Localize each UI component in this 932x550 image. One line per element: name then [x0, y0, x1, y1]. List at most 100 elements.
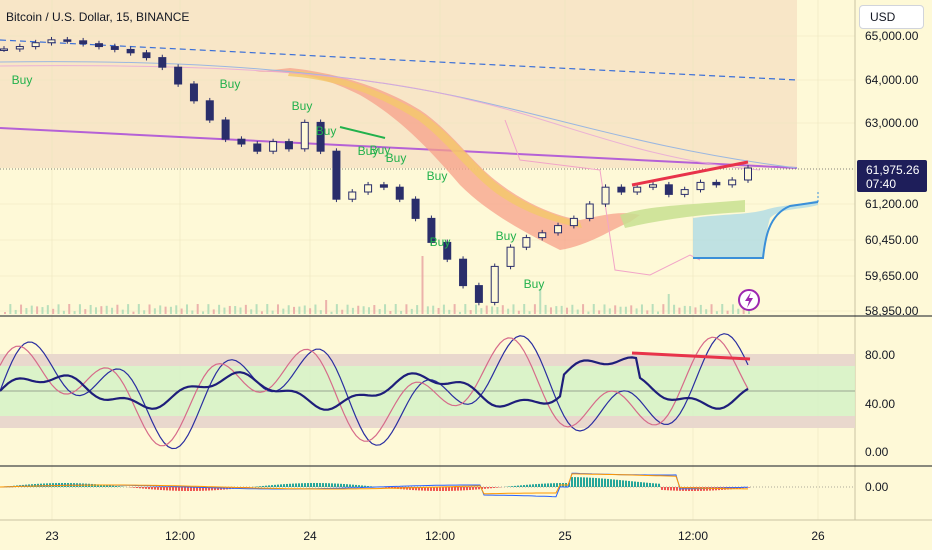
- macd-hist-bar: [589, 477, 591, 487]
- macd-hist-bar: [100, 484, 102, 487]
- macd-hist-bar: [361, 485, 363, 487]
- volume-bar: [501, 305, 504, 314]
- currency-selector-button[interactable]: USD: [859, 5, 924, 29]
- macd-hist-bar: [466, 487, 468, 491]
- macd-hist-bar: [472, 487, 474, 490]
- macd-hist-bar: [586, 477, 588, 487]
- time-tick-label: 24: [303, 529, 317, 543]
- volume-bar: [705, 309, 708, 314]
- macd-hist-bar: [196, 487, 198, 491]
- volume-bar: [491, 306, 494, 314]
- candle-body: [538, 232, 547, 239]
- macd-tick-label: 0.00: [865, 480, 889, 494]
- macd-hist-bar: [388, 487, 390, 489]
- macd-hist-bar: [553, 483, 555, 487]
- candle-body: [728, 179, 737, 186]
- stochastic-pane: 80.00 40.00 0.00: [0, 333, 895, 459]
- volume-bar: [555, 306, 558, 314]
- candle-body: [664, 184, 673, 195]
- macd-hist-bar: [592, 477, 594, 487]
- lightning-icon-glyph: [745, 292, 753, 308]
- candle-body: [506, 246, 515, 267]
- volume-bar: [346, 304, 349, 314]
- macd-hist-bar: [268, 485, 270, 487]
- stoch-tick-label: 0.00: [865, 445, 889, 459]
- volume-bar: [587, 311, 590, 314]
- volume-bar: [453, 304, 456, 314]
- macd-hist-bar: [325, 483, 327, 487]
- macd-hist-bar: [484, 487, 486, 489]
- macd-hist-bar: [481, 487, 483, 490]
- volume-bar: [640, 304, 643, 314]
- volume-bar: [416, 305, 419, 314]
- volume-bar: [544, 304, 547, 314]
- volume-bar: [159, 305, 162, 314]
- volume-bar: [239, 307, 242, 314]
- volume-bar: [276, 304, 279, 314]
- volume-bar: [475, 304, 478, 314]
- macd-hist-bar: [367, 486, 369, 487]
- bar-countdown: 07:40: [866, 177, 896, 191]
- volume-bar: [694, 307, 697, 314]
- volume-bar: [169, 306, 172, 314]
- macd-hist-bar: [463, 487, 465, 491]
- volume-bar: [68, 304, 71, 314]
- volume-bar: [576, 309, 579, 314]
- resistance-zone: [0, 0, 797, 168]
- volume-bar: [598, 310, 601, 314]
- macd-hist-bar: [346, 484, 348, 487]
- candle-body: [395, 186, 404, 200]
- candle-body: [443, 241, 452, 260]
- volume-bar: [116, 304, 119, 314]
- volume-bar: [458, 311, 461, 314]
- volume-bar: [330, 311, 333, 314]
- macd-hist-bar: [205, 487, 207, 491]
- volume-bar: [282, 308, 285, 314]
- volume-bar: [298, 306, 301, 314]
- volume-bar: [421, 256, 424, 314]
- macd-hist-bar: [658, 483, 660, 487]
- volume-bar: [384, 304, 387, 314]
- alert-badge[interactable]: [738, 289, 760, 311]
- macd-hist-bar: [343, 483, 345, 487]
- buy-signal-label: Buy: [496, 229, 517, 243]
- price-badge-bg: [857, 160, 927, 192]
- volume-bar: [14, 309, 17, 314]
- macd-hist-bar: [97, 484, 99, 487]
- macd-hist-bar: [556, 483, 558, 487]
- volume-bars: [4, 256, 750, 314]
- ma-ribbon-warm: [255, 68, 640, 250]
- volume-bar: [111, 307, 114, 314]
- volume-bar: [689, 306, 692, 314]
- macd-hist-bar: [667, 487, 669, 491]
- macd-hist-bar: [118, 486, 120, 487]
- volume-bar: [255, 304, 258, 314]
- macd-hist-bar: [199, 487, 201, 491]
- macd-hist-bar: [292, 483, 294, 487]
- macd-hist-bar: [544, 483, 546, 487]
- candle-body: [300, 121, 309, 150]
- macd-hist-bar: [163, 487, 165, 491]
- macd-hist-bar: [490, 487, 492, 489]
- rsi-line: [0, 356, 749, 411]
- price-divergence-line: [631, 160, 749, 187]
- macd-hist-bar: [418, 487, 420, 491]
- buy-signal-label: Buy: [12, 73, 33, 87]
- time-tick-label: 12:00: [425, 529, 455, 543]
- macd-hist-bar: [187, 487, 189, 491]
- macd-hist-bar: [529, 484, 531, 487]
- macd-hist-bar: [178, 487, 180, 491]
- macd-hist-bar: [283, 484, 285, 487]
- macd-hist-bar: [652, 483, 654, 487]
- descending-trendline: [0, 127, 798, 169]
- volume-bar: [442, 304, 445, 314]
- macd-hist-bar: [598, 478, 600, 487]
- volume-bar: [212, 309, 215, 314]
- candle-body: [379, 184, 388, 188]
- candle-body: [522, 237, 531, 248]
- candle-body: [411, 198, 420, 219]
- macd-hist-bar: [307, 483, 309, 487]
- volume-bar: [46, 305, 49, 314]
- macd-hist-bar: [298, 483, 300, 487]
